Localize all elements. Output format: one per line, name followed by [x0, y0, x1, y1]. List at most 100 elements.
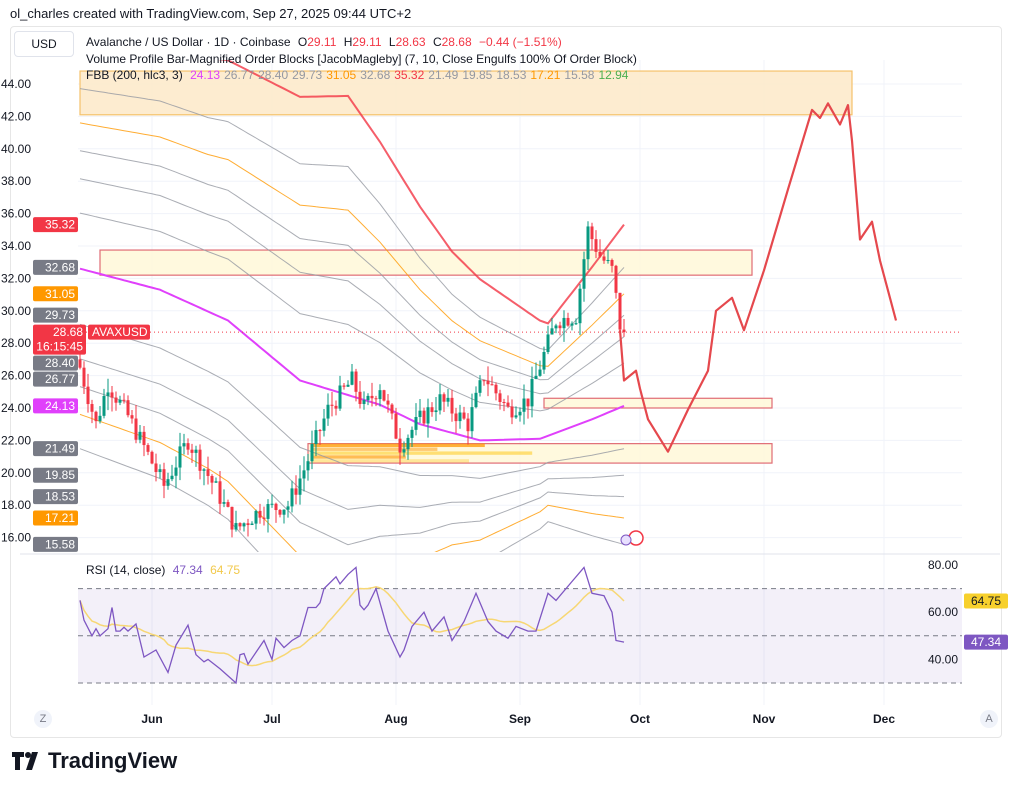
fbb-value: 17.21	[530, 68, 561, 82]
projection-path	[618, 102, 898, 453]
candle-body	[106, 392, 110, 397]
y-tick-label: 26.00	[1, 369, 31, 383]
open-label: O	[297, 35, 308, 49]
fbb-price-tag: 21.49	[33, 441, 78, 457]
candle-body	[598, 251, 602, 257]
candle-body	[422, 410, 426, 424]
fbb-value: 18.53	[496, 68, 527, 82]
x-tick-label: Dec	[873, 712, 895, 726]
rsi-tick-label: 80.00	[928, 558, 958, 572]
candle-body	[446, 397, 450, 402]
candle-body	[350, 371, 354, 385]
candle-body	[166, 479, 170, 486]
candle-body	[618, 292, 622, 330]
candle-body	[450, 397, 454, 414]
price-tag-text: 28.68	[53, 325, 83, 339]
y-tick-label: 36.00	[1, 207, 31, 221]
candle-body	[286, 506, 290, 510]
candle-body	[554, 325, 558, 329]
price-tag-bg	[33, 510, 78, 526]
price-tag-text: 35.32	[45, 218, 75, 232]
candle-body	[182, 443, 186, 447]
indicator-legend-rsi[interactable]: RSI (14, close) 47.34 64.75	[86, 563, 244, 577]
candle-body	[178, 446, 182, 468]
x-tick-label: Sep	[509, 712, 531, 726]
candle-body	[138, 431, 142, 440]
candle-body	[150, 451, 154, 464]
candle-body	[170, 475, 174, 480]
fbb-band-line	[79, 448, 625, 552]
fbb-price-tag: 29.73	[33, 307, 78, 323]
candle-body	[242, 523, 246, 527]
candle-body	[418, 410, 422, 418]
candle-body	[98, 415, 102, 422]
candle-body	[538, 369, 542, 376]
candle-body	[362, 400, 366, 405]
candle-body	[194, 449, 198, 453]
candle-body	[454, 413, 458, 422]
candle-body	[414, 417, 418, 430]
fbb-value: 32.68	[360, 68, 391, 82]
price-tag-bg	[33, 467, 78, 483]
order-block-demand	[543, 397, 773, 409]
candle-body	[346, 384, 350, 387]
candle-body	[190, 449, 194, 453]
candle-body	[398, 438, 402, 453]
indicator-name: Volume Profile Bar-Magnified Order Block…	[86, 52, 637, 66]
candle-body	[594, 239, 598, 252]
candle-body	[510, 406, 514, 418]
rsi-ma-line	[79, 586, 625, 667]
y-tick-label: 22.00	[1, 433, 31, 447]
event-icon	[620, 534, 632, 546]
candle-body	[590, 226, 594, 240]
fbb-price-tag: 26.77	[33, 371, 78, 387]
candle-body	[522, 398, 526, 412]
candle-body	[78, 359, 82, 368]
close-label: C	[432, 35, 442, 49]
candle-body	[354, 371, 358, 392]
candle-body	[430, 407, 434, 413]
volume-profile-bar	[311, 451, 533, 455]
open-value: 29.11	[307, 35, 337, 49]
currency-button[interactable]: USD	[14, 31, 74, 57]
candle-body	[582, 259, 586, 289]
volume-profile-bar	[311, 443, 485, 448]
indicator-legend-order-blocks[interactable]: Volume Profile Bar-Magnified Order Block…	[86, 52, 641, 66]
fbb-band-line	[79, 413, 625, 552]
candle-body	[370, 395, 374, 399]
price-pane	[78, 60, 962, 552]
candle-body	[402, 449, 406, 453]
fbb-value: 29.73	[292, 68, 323, 82]
y-tick-label: 30.00	[1, 304, 31, 318]
candle-body	[358, 391, 362, 405]
candle-body	[502, 401, 506, 403]
candle-body	[366, 395, 370, 401]
y-tick-label: 28.00	[1, 336, 31, 350]
candle-body	[290, 488, 294, 507]
candle-body	[314, 430, 318, 444]
candle-body	[486, 380, 490, 385]
candle-body	[198, 449, 202, 471]
candle-body	[82, 367, 86, 387]
candle-body	[482, 380, 486, 382]
indicator-legend-fbb[interactable]: FBB (200, hlc3, 3) 24.13 26.77 28.40 29.73 3…	[86, 68, 632, 82]
fbb-price-tag: 19.85	[33, 467, 78, 483]
auto-scale-button[interactable]: A	[980, 710, 998, 728]
candle-body	[122, 399, 126, 401]
candle-body	[294, 488, 298, 495]
candle-body	[230, 506, 234, 530]
tradingview-logo[interactable]: TradingView	[12, 748, 177, 774]
price-tag-text: 17.21	[45, 511, 75, 525]
candle-body	[334, 405, 338, 409]
candle-body	[410, 429, 414, 438]
candle-body	[186, 443, 190, 450]
candle-body	[462, 412, 466, 419]
zoom-reset-button[interactable]: Z	[34, 710, 52, 728]
candle-body	[282, 509, 286, 515]
candle-body	[238, 523, 242, 527]
candle-body	[250, 523, 254, 526]
price-tag-bg	[33, 307, 78, 323]
candle-body	[310, 443, 314, 462]
